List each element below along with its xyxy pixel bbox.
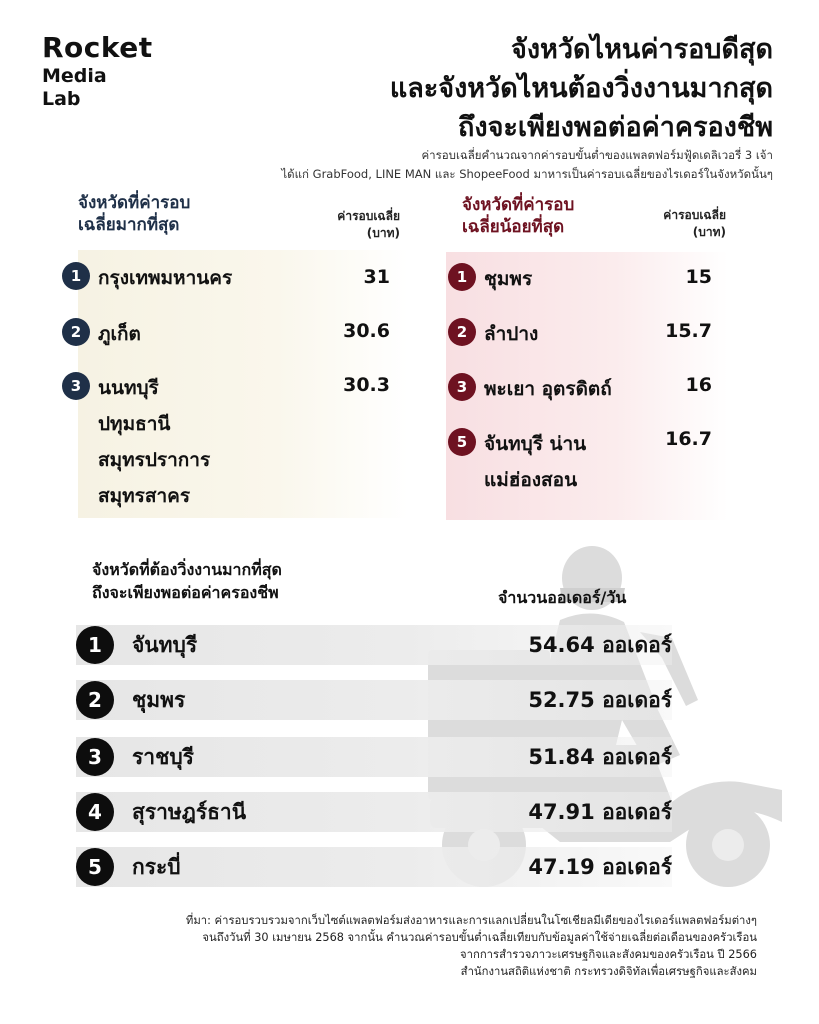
highest-column-line-2: (บาท) <box>366 226 400 240</box>
lowest-column-line-2: (บาท) <box>692 225 726 239</box>
province-name-list: จันทบุรี น่าน แม่ฮ่องสอน <box>484 426 586 498</box>
title-line-1: จังหวัดไหนค่ารอบดีสุด <box>511 34 773 65</box>
province-name: จันทบุรี <box>132 632 198 657</box>
province-name: สมุทรปราการ <box>98 449 211 471</box>
province-name: พะเยา อุตรดิตถ์ <box>484 378 612 400</box>
orders-value: 51.84 ออเดอร์ <box>528 744 672 769</box>
orders-row-4: 4 สุราษฎร์ธานี 47.91 ออเดอร์ <box>76 792 672 832</box>
orders-heading-line-1: จังหวัดที่ต้องวิ่งงานมากที่สุด <box>92 560 282 579</box>
highest-heading: จังหวัดที่ค่ารอบ เฉลี่ยมากที่สุด <box>78 192 190 236</box>
lowest-heading: จังหวัดที่ค่ารอบ เฉลี่ยน้อยที่สุด <box>462 194 574 238</box>
lowest-row-2: 2 ลำปาง <box>448 316 538 352</box>
orders-heading-line-2: ถึงจะเพียงพอต่อค่าครองชีพ <box>92 583 279 602</box>
highest-column-header: ค่ารอบเฉลี่ย (บาท) <box>300 208 400 242</box>
province-name: ราชบุรี <box>132 744 194 769</box>
rank-circle: 1 <box>76 626 114 664</box>
rank-badge: 5 <box>448 428 476 456</box>
orders-value: 47.91 ออเดอร์ <box>528 799 672 824</box>
rank-circle: 5 <box>76 848 114 886</box>
rank-badge: 1 <box>448 263 476 291</box>
province-name: นนทบุรี <box>98 377 159 399</box>
brand-line-2: Media <box>42 65 107 87</box>
highest-value-3: 30.3 <box>343 374 390 396</box>
lowest-value-1: 15 <box>685 266 712 288</box>
province-name: กระบี่ <box>132 854 181 879</box>
province-name: ภูเก็ต <box>98 323 141 345</box>
province-name: สุราษฎร์ธานี <box>132 799 247 824</box>
province-name-list: นนทบุรี ปทุมธานี สมุทรปราการ สมุทรสาคร <box>98 370 210 514</box>
brand-logo: Rocket Media Lab <box>42 34 153 109</box>
highest-row-3: 3 นนทบุรี ปทุมธานี สมุทรปราการ สมุทรสาคร <box>62 370 210 514</box>
rank-badge: 1 <box>62 262 90 290</box>
province-name: ชุมพร <box>484 268 533 290</box>
brand-line-3: Lab <box>42 88 81 110</box>
source-line-4: สำนักงานสถิติแห่งชาติ กระทรวงดิจิทัลเพื่… <box>460 965 757 978</box>
province-name: สมุทรสาคร <box>98 485 191 507</box>
lowest-row-1: 1 ชุมพร <box>448 261 532 297</box>
lowest-heading-line-1: จังหวัดที่ค่ารอบ <box>462 195 575 215</box>
page-subtitle: ค่ารอบเฉลี่ยคำนวณจากค่ารอบขั้นต่ำของแพลต… <box>281 146 773 184</box>
rank-circle: 4 <box>76 793 114 831</box>
lowest-row-4: 5 จันทบุรี น่าน แม่ฮ่องสอน <box>448 426 586 498</box>
highest-panel-background <box>78 250 408 518</box>
brand-line-1: Rocket <box>42 31 153 64</box>
rank-circle: 3 <box>76 738 114 776</box>
source-line-2: จนถึงวันที่ 30 เมษายน 2568 จากนั้น คำนวณ… <box>202 931 757 944</box>
highest-row-2: 2 ภูเก็ต <box>62 316 141 352</box>
orders-value: 54.64 ออเดอร์ <box>528 632 672 657</box>
highest-heading-line-2: เฉลี่ยมากที่สุด <box>78 215 180 235</box>
province-name: แม่ฮ่องสอน <box>484 469 578 491</box>
source-line-3: จากการสำรวจภาวะเศรษฐกิจและสังคมของครัวเร… <box>460 948 757 961</box>
page-title: จังหวัดไหนค่ารอบดีสุด และจังหวัดไหนต้องว… <box>390 30 773 147</box>
orders-row-2: 2 ชุมพร 52.75 ออเดอร์ <box>76 680 672 720</box>
rank-circle: 2 <box>76 681 114 719</box>
orders-row-1: 1 จันทบุรี 54.64 ออเดอร์ <box>76 625 672 665</box>
province-name: ปทุมธานี <box>98 413 171 435</box>
source-line-1: ที่มา: ค่ารอบรวบรวมจากเว็บไซต์แพลตฟอร์มส… <box>185 914 757 927</box>
source-note: ที่มา: ค่ารอบรวบรวมจากเว็บไซต์แพลตฟอร์มส… <box>186 912 757 980</box>
rank-badge: 3 <box>62 372 90 400</box>
lowest-column-header: ค่ารอบเฉลี่ย (บาท) <box>626 207 726 241</box>
lowest-heading-line-2: เฉลี่ยน้อยที่สุด <box>462 217 565 237</box>
lowest-row-3: 3 พะเยา อุตรดิตถ์ <box>448 371 612 407</box>
title-line-2: และจังหวัดไหนต้องวิ่งงานมากสุด <box>389 73 773 104</box>
highest-value-2: 30.6 <box>343 320 390 342</box>
rank-badge: 3 <box>448 373 476 401</box>
orders-row-3: 3 ราชบุรี 51.84 ออเดอร์ <box>76 737 672 777</box>
lowest-panel-background <box>446 252 728 520</box>
title-line-3: ถึงจะเพียงพอต่อค่าครองชีพ <box>458 112 773 143</box>
orders-value: 52.75 ออเดอร์ <box>528 687 672 712</box>
orders-heading: จังหวัดที่ต้องวิ่งงานมากที่สุด ถึงจะเพีย… <box>92 558 282 604</box>
highest-heading-line-1: จังหวัดที่ค่ารอบ <box>78 193 191 213</box>
orders-column-header: จำนวนออเดอร์/วัน <box>498 588 627 607</box>
lowest-column-line-1: ค่ารอบเฉลี่ย <box>663 208 726 222</box>
highest-column-line-1: ค่ารอบเฉลี่ย <box>337 209 400 223</box>
subtitle-line-1: ค่ารอบเฉลี่ยคำนวณจากค่ารอบขั้นต่ำของแพลต… <box>421 148 773 162</box>
province-name: ลำปาง <box>484 323 539 345</box>
rank-badge: 2 <box>62 318 90 346</box>
rank-badge: 2 <box>448 318 476 346</box>
subtitle-line-2: ได้แก่ GrabFood, LINE MAN และ ShopeeFood… <box>281 167 773 181</box>
province-name: ชุมพร <box>132 687 186 712</box>
orders-value: 47.19 ออเดอร์ <box>528 854 672 879</box>
highest-row-1: 1 กรุงเทพมหานคร <box>62 260 232 296</box>
province-name: กรุงเทพมหานคร <box>98 267 233 289</box>
lowest-value-2: 15.7 <box>665 320 712 342</box>
orders-row-5: 5 กระบี่ 47.19 ออเดอร์ <box>76 847 672 887</box>
lowest-value-3: 16 <box>685 374 712 396</box>
highest-value-1: 31 <box>363 266 390 288</box>
lowest-value-4: 16.7 <box>665 428 712 450</box>
province-name: จันทบุรี น่าน <box>484 433 587 455</box>
